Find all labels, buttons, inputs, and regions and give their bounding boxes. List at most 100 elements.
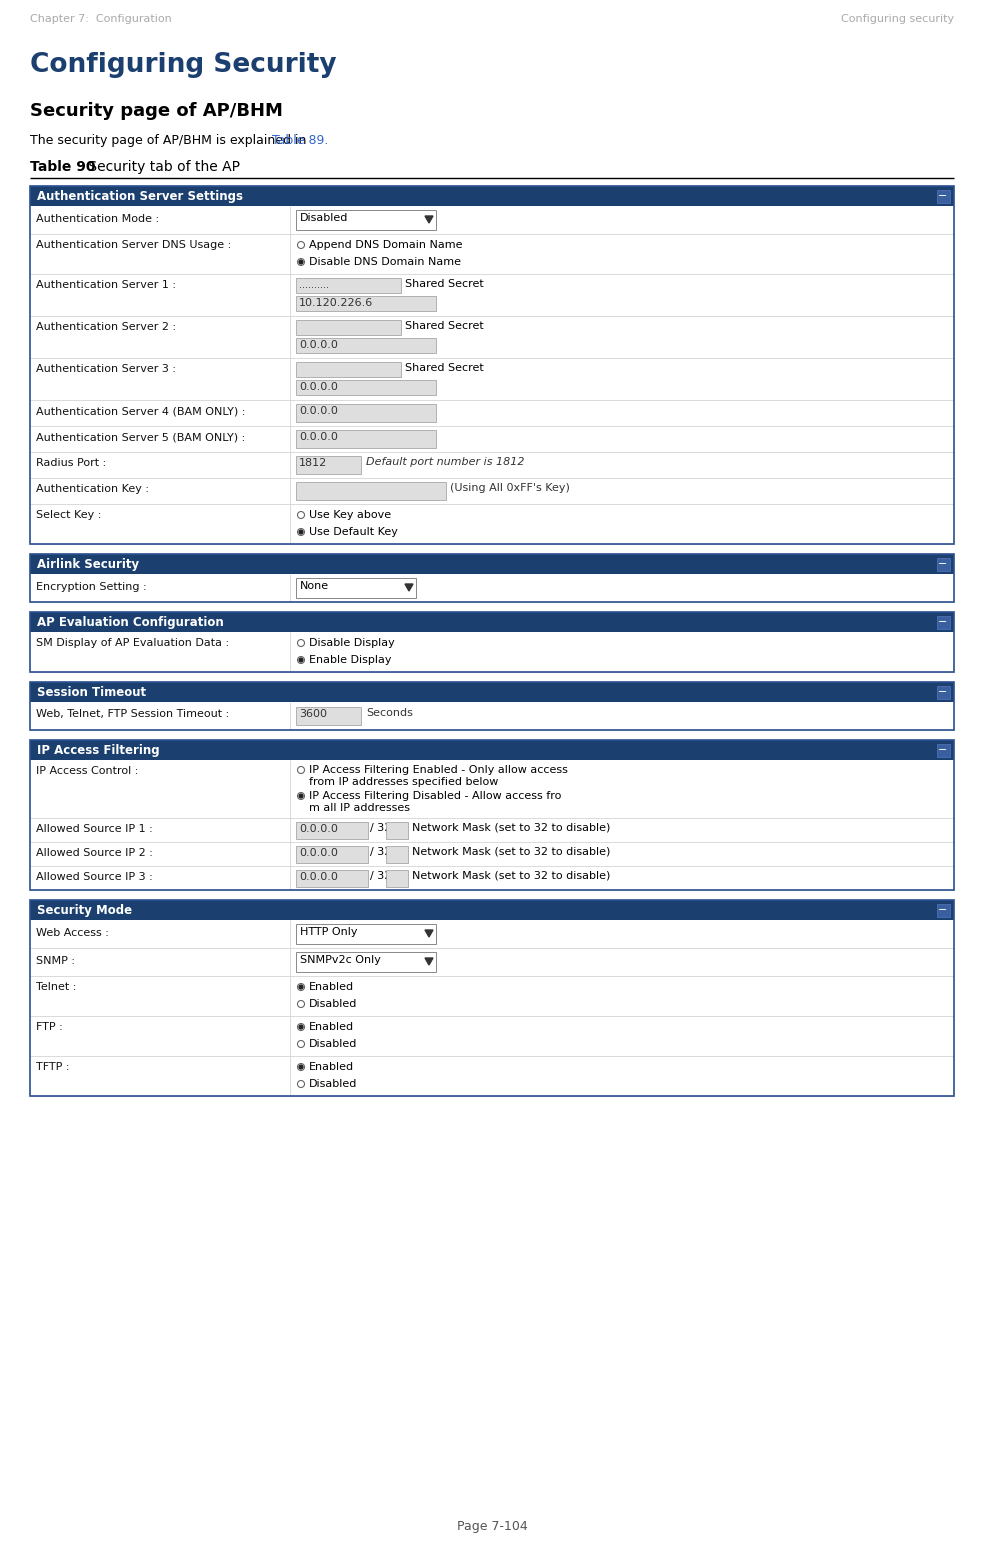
Circle shape <box>297 983 304 991</box>
Text: Table 90: Table 90 <box>30 160 95 174</box>
Text: Chapter 7:  Configuration: Chapter 7: Configuration <box>30 14 172 23</box>
Bar <box>30 274 954 316</box>
Bar <box>296 295 436 311</box>
Bar <box>296 846 368 863</box>
Bar <box>296 210 436 230</box>
Circle shape <box>297 793 304 799</box>
Bar <box>30 453 954 477</box>
Bar <box>937 903 950 917</box>
Text: TFTP :: TFTP : <box>36 1062 70 1071</box>
Bar <box>296 278 401 292</box>
Text: Network Mask (set to 32 to disable): Network Mask (set to 32 to disable) <box>412 823 610 832</box>
Text: m all IP addresses: m all IP addresses <box>309 802 410 813</box>
Text: Disabled: Disabled <box>309 998 357 1009</box>
Text: FTP :: FTP : <box>36 1022 63 1033</box>
Bar <box>30 1015 954 1056</box>
Text: / 32: / 32 <box>370 871 392 880</box>
Text: from IP addresses specified below: from IP addresses specified below <box>309 778 498 787</box>
Text: AP Evaluation Configuration: AP Evaluation Configuration <box>37 616 223 630</box>
Text: Shared Secret: Shared Secret <box>405 278 484 289</box>
Text: Page 7-104: Page 7-104 <box>457 1519 527 1533</box>
Text: ..........: .......... <box>299 280 329 289</box>
Text: SNMP :: SNMP : <box>36 955 75 966</box>
Text: Authentication Server 4 (BAM ONLY) :: Authentication Server 4 (BAM ONLY) : <box>36 406 245 417</box>
Bar <box>30 900 954 921</box>
Text: / 32: / 32 <box>370 823 392 832</box>
Circle shape <box>297 656 304 664</box>
Bar <box>30 613 954 631</box>
Circle shape <box>299 795 303 798</box>
Circle shape <box>297 241 304 249</box>
Bar <box>386 821 408 838</box>
Circle shape <box>297 1064 304 1070</box>
Bar <box>296 869 368 886</box>
Bar <box>30 358 954 400</box>
Bar <box>30 477 954 504</box>
Text: Shared Secret: Shared Secret <box>405 362 484 373</box>
Text: Airlink Security: Airlink Security <box>37 558 139 571</box>
Text: Authentication Server 5 (BAM ONLY) :: Authentication Server 5 (BAM ONLY) : <box>36 432 245 443</box>
Bar <box>30 900 954 1096</box>
Bar <box>296 578 416 599</box>
Text: 0.0.0.0: 0.0.0.0 <box>299 871 338 882</box>
Text: Enabled: Enabled <box>309 1062 354 1071</box>
Text: 3600: 3600 <box>299 709 327 718</box>
Bar <box>30 554 954 602</box>
Bar <box>296 456 361 474</box>
Text: Session Timeout: Session Timeout <box>37 686 147 700</box>
Circle shape <box>297 1081 304 1087</box>
Text: Use Default Key: Use Default Key <box>309 527 398 536</box>
Text: Disabled: Disabled <box>309 1039 357 1050</box>
Text: Security page of AP/BHM: Security page of AP/BHM <box>30 103 282 120</box>
Bar <box>296 337 436 353</box>
Bar <box>937 616 950 630</box>
Bar <box>296 431 436 448</box>
Text: Append DNS Domain Name: Append DNS Domain Name <box>309 239 462 250</box>
Text: Network Mask (set to 32 to disable): Network Mask (set to 32 to disable) <box>412 846 610 857</box>
Text: HTTP Only: HTTP Only <box>300 927 357 938</box>
Text: Shared Secret: Shared Secret <box>405 320 484 331</box>
Text: Disable Display: Disable Display <box>309 638 395 648</box>
Text: Encryption Setting :: Encryption Setting : <box>36 582 147 591</box>
Bar <box>30 400 954 426</box>
Bar <box>30 818 954 841</box>
Text: Radius Port :: Radius Port : <box>36 459 106 468</box>
Bar <box>30 426 954 453</box>
Bar <box>296 952 436 972</box>
Text: Configuring Security: Configuring Security <box>30 51 337 78</box>
Text: IP Access Filtering Enabled - Only allow access: IP Access Filtering Enabled - Only allow… <box>309 765 568 774</box>
Text: Configuring security: Configuring security <box>841 14 954 23</box>
Text: Use Key above: Use Key above <box>309 510 391 519</box>
Bar <box>386 869 408 886</box>
Bar <box>296 362 401 376</box>
Bar <box>30 631 954 672</box>
Text: Table 89.: Table 89. <box>272 134 329 148</box>
Polygon shape <box>405 585 413 591</box>
Bar <box>30 187 954 205</box>
Text: The security page of AP/BHM is explained in: The security page of AP/BHM is explained… <box>30 134 310 148</box>
Bar <box>30 740 954 889</box>
Bar <box>30 841 954 866</box>
Text: IP Access Filtering: IP Access Filtering <box>37 743 159 757</box>
Text: 0.0.0.0: 0.0.0.0 <box>299 341 338 350</box>
Text: Allowed Source IP 2 :: Allowed Source IP 2 : <box>36 847 153 857</box>
Text: −: − <box>939 687 948 697</box>
Circle shape <box>299 530 303 533</box>
Text: IP Access Filtering Disabled - Allow access fro: IP Access Filtering Disabled - Allow acc… <box>309 791 562 801</box>
Circle shape <box>299 658 303 662</box>
Circle shape <box>297 767 304 773</box>
Bar <box>30 613 954 672</box>
Bar <box>937 743 950 757</box>
Text: 0.0.0.0: 0.0.0.0 <box>299 847 338 857</box>
Text: Allowed Source IP 1 :: Allowed Source IP 1 : <box>36 824 153 833</box>
Circle shape <box>297 258 304 266</box>
Circle shape <box>299 984 303 989</box>
Bar <box>296 379 436 395</box>
Text: −: − <box>939 745 948 756</box>
Bar <box>30 233 954 274</box>
Text: 1812: 1812 <box>299 459 328 468</box>
Text: Disabled: Disabled <box>300 213 348 222</box>
Text: Authentication Server 2 :: Authentication Server 2 : <box>36 322 176 333</box>
Bar <box>30 504 954 544</box>
Bar <box>296 482 446 501</box>
